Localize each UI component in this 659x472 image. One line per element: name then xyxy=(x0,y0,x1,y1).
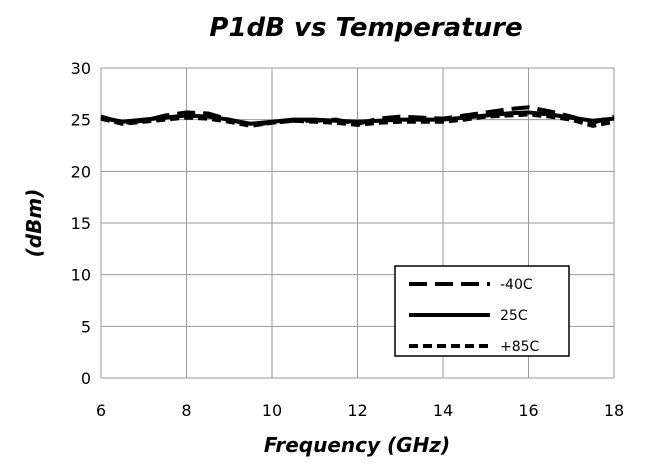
x-tick-labels: 6 8 10 12 14 16 18 xyxy=(96,401,624,420)
series-line-1 xyxy=(100,110,615,126)
x-tick-label: 6 xyxy=(96,401,106,420)
x-tick-label: 8 xyxy=(181,401,191,420)
y-tick-label: 25 xyxy=(71,111,91,130)
series-lines xyxy=(100,105,615,128)
y-tick-label: 5 xyxy=(81,317,91,336)
legend-box xyxy=(394,265,570,357)
x-tick-label: 12 xyxy=(347,401,367,420)
legend-label-0: -40C xyxy=(500,277,533,293)
legend-label-2: +85C xyxy=(500,339,540,355)
x-tick-label: 14 xyxy=(433,401,453,420)
x-tick-label: 18 xyxy=(604,401,624,420)
y-tick-label: 10 xyxy=(71,266,91,285)
y-tick-labels: 0 5 10 15 20 25 30 xyxy=(71,59,91,388)
chart-title: P1dB vs Temperature xyxy=(209,13,522,43)
y-axis-title: (dBm) xyxy=(22,189,46,258)
series-line-2 xyxy=(100,112,615,128)
y-tick-label: 20 xyxy=(71,162,91,181)
y-tick-label: 0 xyxy=(81,369,91,388)
x-tick-label: 10 xyxy=(262,401,282,420)
x-tick-label: 16 xyxy=(518,401,538,420)
y-tick-label: 30 xyxy=(71,59,91,78)
legend-label-1: 25C xyxy=(500,308,528,324)
y-tick-label: 15 xyxy=(71,214,91,233)
plot-area-border xyxy=(100,67,615,379)
legend: -40C 25C +85C xyxy=(394,265,570,357)
x-axis-title: Frequency (GHz) xyxy=(264,433,450,457)
